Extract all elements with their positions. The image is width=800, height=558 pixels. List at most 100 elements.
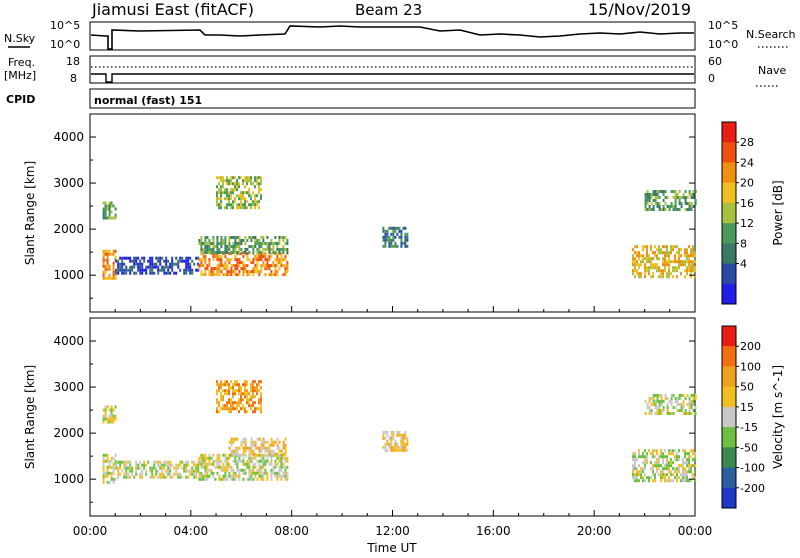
echo-cell — [242, 440, 245, 444]
echo-cell — [104, 201, 107, 205]
echo-cell — [232, 468, 235, 472]
echo-cell — [686, 251, 688, 255]
echo-cell — [672, 452, 674, 456]
echo-cell — [104, 411, 107, 415]
echo-cell — [220, 245, 223, 248]
echo-cell — [193, 262, 196, 266]
echo-cell — [694, 412, 697, 415]
echo-cell — [274, 465, 277, 469]
echo-cell — [226, 459, 229, 463]
colorbar-tick-label: -100 — [740, 462, 765, 475]
echo-cell — [102, 201, 105, 205]
echo-cell — [690, 248, 692, 252]
echo-cell — [224, 188, 226, 192]
echo-cell — [179, 268, 182, 272]
echo-cell — [642, 257, 644, 261]
echo-cell — [228, 236, 231, 239]
echo-cell — [200, 459, 203, 463]
echo-cell — [214, 273, 217, 277]
echo-cell — [286, 465, 289, 469]
echo-cell — [114, 255, 117, 259]
echo-cell — [280, 261, 283, 265]
echo-cell — [268, 245, 271, 248]
echo-cell — [104, 270, 107, 274]
echo-cell — [682, 196, 685, 199]
echo-cell — [678, 476, 680, 480]
echo-cell — [658, 412, 661, 415]
echo-cell — [206, 477, 209, 481]
echo-cell — [640, 260, 642, 264]
echo-cell — [286, 459, 289, 463]
echo-cell — [191, 268, 194, 272]
echo-cell — [242, 179, 244, 183]
echo-cell — [218, 465, 221, 469]
echo-cell — [662, 476, 664, 480]
echo-cell — [232, 437, 235, 441]
echo-cell — [234, 273, 237, 277]
echo-cell — [240, 386, 242, 390]
echo-cell — [238, 242, 241, 245]
echo-cell — [672, 245, 674, 249]
echo-cell — [284, 264, 287, 268]
echo-cell — [686, 208, 689, 211]
echo-cell — [228, 182, 230, 186]
echo-cell — [216, 270, 219, 274]
echo-cell — [129, 271, 132, 275]
echo-cell — [382, 430, 385, 434]
echo-cell — [250, 395, 252, 399]
echo-cell — [212, 242, 215, 245]
echo-cell — [242, 404, 244, 408]
echo-cell — [686, 403, 689, 406]
echo-cell — [226, 468, 229, 472]
echo-cell — [260, 453, 263, 457]
echo-cell — [262, 248, 265, 251]
echo-cell — [666, 461, 668, 465]
echo-cell — [284, 437, 287, 441]
echo-cell — [260, 197, 262, 201]
echo-cell — [145, 271, 148, 275]
echo-cell — [228, 446, 231, 450]
echo-cell — [258, 468, 261, 472]
echo-cell — [177, 262, 180, 266]
echo-cell — [406, 232, 409, 236]
echo-cell — [270, 443, 273, 447]
echo-cell — [398, 433, 401, 437]
echo-cell — [185, 466, 188, 470]
echo-cell — [392, 430, 395, 434]
echo-cell — [278, 236, 281, 239]
echo-cell — [262, 456, 265, 460]
echo-cell — [234, 245, 237, 248]
echo-cell — [232, 264, 235, 268]
echo-cell — [228, 398, 230, 402]
echo-cell — [143, 256, 146, 260]
echo-cell — [167, 463, 170, 467]
echo-cell — [171, 262, 174, 266]
echo-cell — [228, 474, 231, 478]
echo-cell — [672, 248, 674, 252]
echo-cell — [278, 465, 281, 469]
echo-cell — [254, 239, 257, 242]
echo-cell — [656, 406, 659, 409]
echo-cell — [668, 412, 671, 415]
echo-cell — [260, 270, 263, 274]
echo-cell — [398, 430, 401, 434]
echo-cell — [204, 258, 207, 262]
echo-cell — [230, 449, 233, 453]
echo-cell — [282, 443, 285, 447]
echo-cell — [674, 397, 677, 400]
echo-cell — [226, 383, 228, 387]
echo-cell — [224, 251, 227, 254]
echo-cell — [278, 239, 281, 242]
echo-cell — [650, 397, 653, 400]
echo-cell — [252, 471, 255, 475]
echo-cell — [650, 275, 652, 279]
echo-cell — [212, 474, 215, 478]
echo-cell — [654, 449, 656, 453]
echo-cell — [218, 273, 221, 277]
echo-cell — [634, 260, 636, 264]
echo-cell — [636, 269, 638, 273]
echo-cell — [102, 480, 105, 484]
echo-cell — [175, 466, 178, 470]
echo-cell — [202, 255, 205, 259]
echo-cell — [248, 462, 251, 466]
